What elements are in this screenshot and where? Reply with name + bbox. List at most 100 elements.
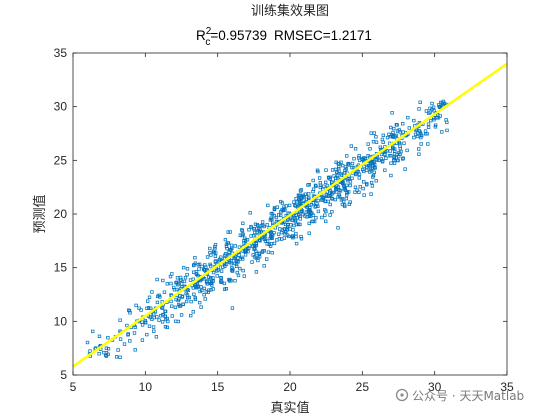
scatter-point [330,210,334,214]
scatter-point [294,234,298,239]
scatter-point [210,279,214,284]
scatter-point [324,168,328,172]
scatter-point [165,325,169,330]
scatter-point [395,123,399,127]
scatter-point [213,245,217,249]
scatter-point [214,251,218,255]
scatter-point [295,200,299,204]
scatter-point [346,162,350,166]
scatter-point [314,216,318,220]
scatter-point [257,238,262,242]
scatter-point [270,251,274,255]
scatter-point [198,300,202,305]
y-tick-label: 10 [54,314,68,328]
scatter-point [371,175,375,179]
scatter-point [298,189,303,193]
scatter-point [219,269,224,273]
scatter-point [341,179,345,183]
scatter-point [226,241,230,245]
scatter-point [102,350,106,355]
scatter-point [305,215,309,219]
scatter-point [210,283,214,287]
scatter-point [230,268,234,273]
scatter-point [191,310,195,314]
scatter-point [424,109,429,113]
scatter-point [294,197,298,201]
x-tick-label: 10 [139,380,153,394]
scatter-point [344,167,349,171]
scatter-point [266,250,271,254]
scatter-point [298,214,302,218]
scatter-point [432,118,436,122]
subtitle-r: R [196,28,206,43]
scatter-point [104,346,109,350]
scatter-point [361,167,365,172]
scatter-point [336,176,340,180]
scatter-point [175,276,180,280]
scatter-point [381,140,385,144]
scatter-point [224,287,228,291]
scatter-point [104,354,109,358]
scatter-point [192,263,196,268]
scatter-point [429,118,433,123]
y-tick-label: 20 [54,207,68,221]
scatter-point [283,222,288,226]
scatter-point [401,122,405,126]
scatter-point [281,228,285,232]
scatter-point [347,190,351,194]
scatter-point [347,202,351,206]
scatter-point [419,132,423,136]
scatter-point [346,177,350,181]
scatter-point [128,339,132,343]
scatter-point [307,192,311,196]
scatter-point [243,238,248,242]
scatter-point [150,290,154,294]
scatter-point [143,320,148,324]
scatter-point [298,222,302,227]
scatter-point [229,262,233,266]
scatter-point [276,232,281,236]
scatter-point [279,199,283,204]
scatter-point [392,155,396,159]
scatter-point [169,281,173,286]
scatter-point [189,313,193,318]
scatter-point [228,279,232,283]
x-tick-label: 30 [428,380,442,394]
y-tick-label: 30 [54,100,68,114]
scatter-point [160,306,165,310]
scatter-point [391,145,395,149]
scatter-point [283,208,287,212]
scatter-point [294,241,299,246]
scatter-point [316,204,320,208]
scatter-point [304,195,309,199]
scatter-point [334,176,338,180]
scatter-point [287,203,292,208]
scatter-point [229,247,233,252]
scatter-point [291,228,295,232]
scatter-point [403,167,407,171]
scatter-point [401,156,405,160]
scatter-point [436,116,441,120]
scatter-point [393,147,397,151]
scatter-point [326,175,331,180]
scatter-point [299,196,303,200]
scatter-point [398,141,402,146]
scatter-point [224,252,228,256]
scatter-point [367,164,371,168]
scatter-point [353,190,357,194]
scatter-point [202,268,207,272]
scatter-point [311,178,315,183]
scatter-point [262,224,266,229]
scatter-point [348,183,352,188]
scatter-point [330,196,334,201]
scatter-point [291,234,295,238]
scatter-point [97,334,102,338]
scatter-point [185,287,189,292]
scatter-point [140,323,145,327]
scatter-point [128,311,132,315]
scatter-point [393,134,397,139]
scatter-point [118,355,122,359]
scatter-point [277,213,281,217]
scatter-point [444,118,448,122]
